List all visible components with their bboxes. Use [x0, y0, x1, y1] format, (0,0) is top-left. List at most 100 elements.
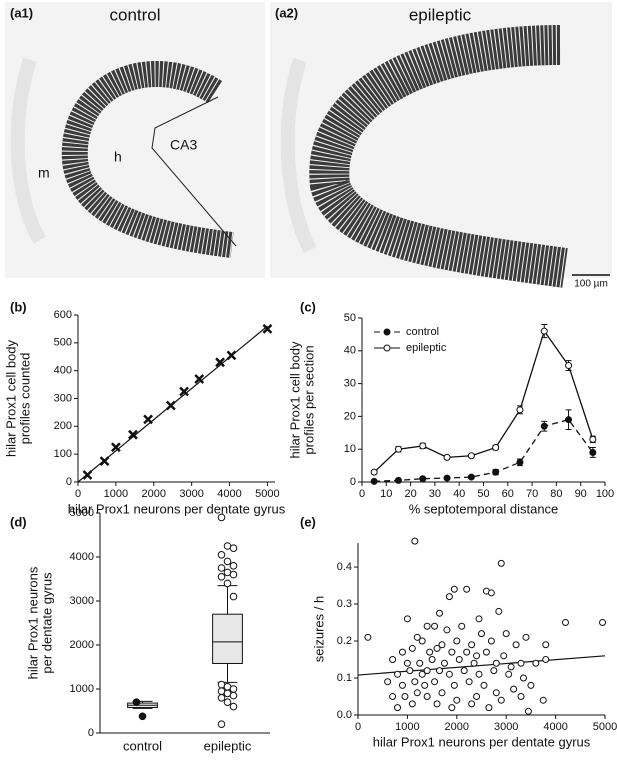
point	[527, 681, 535, 689]
point	[453, 696, 461, 704]
outlier	[229, 702, 238, 711]
x-tick-label: 4000	[217, 488, 241, 500]
point	[403, 659, 411, 667]
y-tick-label: 10	[344, 443, 356, 455]
y-tick-label: 40	[344, 345, 356, 357]
outlier	[138, 712, 147, 721]
y-tick-label: 100	[54, 448, 72, 460]
annotation: m	[38, 165, 50, 181]
point	[401, 693, 409, 701]
y-tick-label: 20	[344, 410, 356, 422]
scale-label: 100 µm	[574, 279, 608, 290]
x-tick-label: 2000	[142, 488, 166, 500]
panel-label: (e)	[300, 514, 316, 529]
point	[411, 537, 419, 545]
outlier	[229, 691, 238, 700]
point	[519, 674, 527, 682]
point	[482, 648, 490, 656]
point	[438, 689, 446, 697]
point	[480, 681, 488, 689]
point	[490, 667, 498, 675]
point	[433, 700, 441, 708]
point	[468, 700, 476, 708]
x-axis-label: hilar Prox1 neurons per dentate gyrus	[68, 501, 286, 516]
point	[465, 678, 473, 686]
point	[532, 659, 540, 667]
x-tick-label: 90	[575, 488, 587, 500]
outlier	[229, 685, 238, 693]
point	[165, 400, 176, 411]
point	[419, 475, 427, 483]
outlier	[217, 564, 226, 572]
point	[438, 641, 446, 649]
x-tick-label: 100	[596, 488, 614, 500]
x-tick-label: 1000	[395, 721, 419, 733]
point	[394, 476, 402, 484]
x-tick-label: 1000	[104, 488, 128, 500]
y-axis-label: hilar Prox1 neurons	[25, 566, 40, 679]
point	[436, 667, 444, 675]
point	[478, 630, 485, 638]
point	[433, 644, 441, 652]
annotation: h	[114, 149, 122, 165]
y-tick-label: 5000	[70, 507, 94, 519]
point	[450, 681, 458, 689]
y-tick-label: 400	[54, 365, 72, 377]
point	[492, 468, 500, 476]
point	[370, 468, 378, 476]
point	[561, 619, 569, 627]
outlier	[229, 562, 238, 570]
y-tick-label: 0	[66, 476, 72, 488]
x-tick-label: 4000	[543, 721, 567, 733]
x-tick-label: 50	[477, 488, 489, 500]
point	[418, 637, 426, 645]
point	[492, 689, 500, 697]
point	[403, 615, 411, 623]
box	[212, 613, 243, 664]
point	[497, 696, 505, 704]
image-title: epileptic	[409, 5, 472, 24]
panel-label: (d)	[10, 514, 27, 529]
point	[262, 324, 273, 334]
point	[416, 659, 424, 667]
point	[516, 406, 524, 414]
granule-layer	[61, 61, 234, 258]
point	[99, 456, 110, 467]
point	[492, 444, 500, 452]
point	[389, 693, 397, 701]
point	[406, 667, 414, 675]
outlier	[217, 513, 226, 522]
point	[448, 704, 456, 712]
point	[82, 470, 93, 480]
point	[394, 670, 402, 678]
point	[540, 422, 548, 430]
series-line	[374, 418, 594, 482]
y-axis-label: seizures / h	[311, 596, 326, 662]
point	[419, 442, 427, 450]
point	[495, 607, 503, 615]
outlier	[229, 544, 238, 553]
legend-label: epileptic	[406, 342, 447, 354]
y-tick-label: 50	[344, 312, 356, 324]
point	[510, 685, 518, 693]
point	[431, 622, 439, 630]
y-tick-label: 0.0	[337, 709, 352, 721]
point	[524, 707, 532, 715]
point	[445, 593, 453, 601]
point	[143, 414, 153, 425]
point	[589, 448, 597, 456]
series-line	[373, 329, 594, 473]
x-tick-label: 5000	[255, 488, 279, 500]
point	[565, 416, 573, 424]
point	[408, 644, 416, 652]
point	[428, 656, 436, 664]
panel-label: (c)	[300, 299, 316, 314]
point	[384, 678, 392, 686]
y-tick-label: 4000	[70, 551, 94, 563]
x-tick-label: 70	[526, 488, 538, 500]
granule-layer	[309, 25, 568, 288]
point	[398, 648, 406, 656]
point	[463, 585, 471, 593]
point	[487, 589, 495, 597]
point	[194, 374, 205, 384]
